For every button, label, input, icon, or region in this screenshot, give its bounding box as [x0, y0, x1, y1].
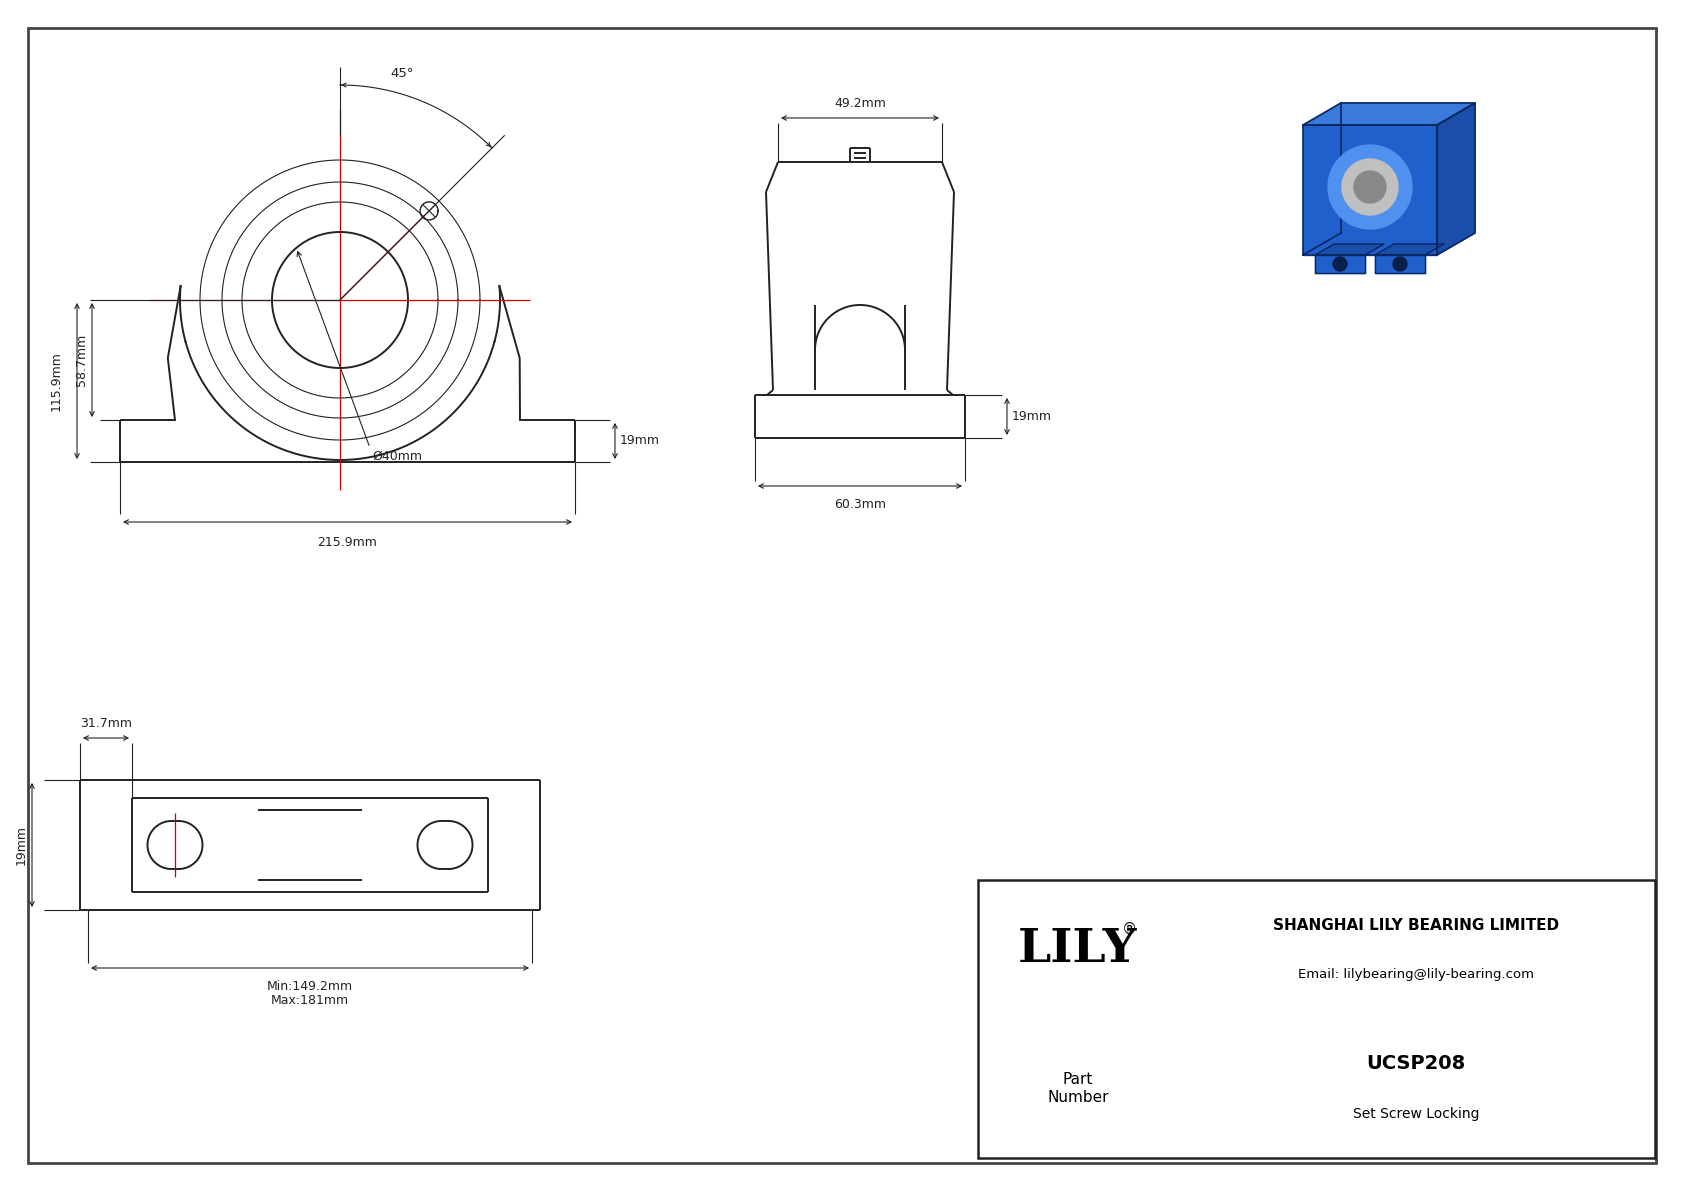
Polygon shape — [1315, 244, 1384, 255]
Text: Set Screw Locking: Set Screw Locking — [1354, 1106, 1480, 1121]
Text: 49.2mm: 49.2mm — [834, 96, 886, 110]
Text: 45°: 45° — [391, 67, 414, 80]
Text: 215.9mm: 215.9mm — [318, 536, 377, 549]
Polygon shape — [1303, 102, 1475, 125]
Text: Email: lilybearing@lily-bearing.com: Email: lilybearing@lily-bearing.com — [1298, 968, 1534, 981]
Text: Part
Number: Part Number — [1047, 1072, 1108, 1105]
Text: 31.7mm: 31.7mm — [81, 717, 131, 730]
Circle shape — [1329, 145, 1411, 229]
Circle shape — [1334, 257, 1347, 272]
Text: 19mm: 19mm — [620, 435, 660, 448]
Circle shape — [1342, 160, 1398, 216]
Text: Ø40mm: Ø40mm — [372, 450, 423, 463]
Text: LILY: LILY — [1019, 927, 1138, 973]
Text: UCSP208: UCSP208 — [1367, 1054, 1467, 1073]
Polygon shape — [1315, 255, 1366, 273]
Text: 58.7mm: 58.7mm — [76, 333, 88, 386]
Text: ®: ® — [1122, 922, 1137, 937]
Bar — [978, 880, 1655, 1158]
Polygon shape — [1376, 244, 1443, 255]
Text: SHANGHAI LILY BEARING LIMITED: SHANGHAI LILY BEARING LIMITED — [1273, 918, 1559, 934]
Polygon shape — [1376, 255, 1425, 273]
Polygon shape — [1303, 125, 1436, 255]
Text: 19mm: 19mm — [1012, 410, 1052, 423]
Text: 60.3mm: 60.3mm — [834, 498, 886, 511]
Text: 19mm: 19mm — [15, 825, 29, 865]
Circle shape — [1354, 172, 1386, 202]
Text: Max:181mm: Max:181mm — [271, 994, 349, 1008]
Polygon shape — [1436, 102, 1475, 255]
Text: Min:149.2mm: Min:149.2mm — [268, 980, 354, 993]
Text: 115.9mm: 115.9mm — [51, 351, 62, 411]
Circle shape — [1393, 257, 1408, 272]
